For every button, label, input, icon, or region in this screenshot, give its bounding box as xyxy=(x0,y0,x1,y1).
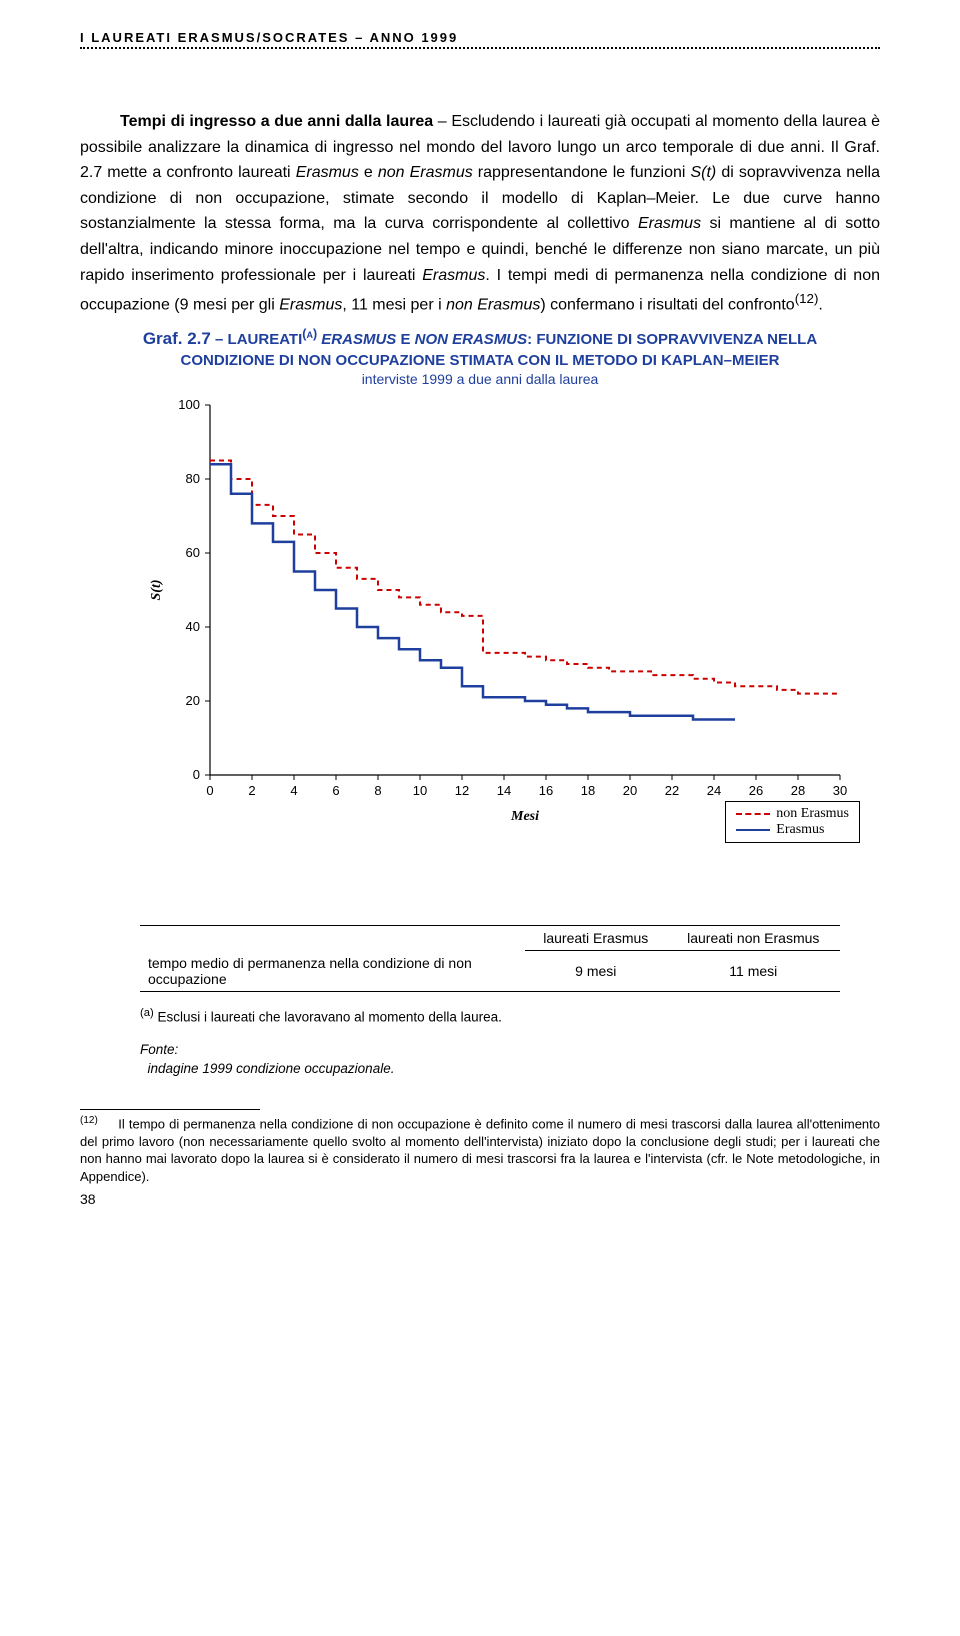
page: I LAUREATI ERASMUS/SOCRATES – ANNO 1999 … xyxy=(0,0,960,1237)
svg-text:18: 18 xyxy=(581,783,595,798)
chart-svg: 020406080100024681012141618202224262830S… xyxy=(140,395,860,835)
running-header: I LAUREATI ERASMUS/SOCRATES – ANNO 1999 xyxy=(80,30,880,45)
svg-text:6: 6 xyxy=(332,783,339,798)
svg-text:14: 14 xyxy=(497,783,511,798)
note-a: (a) Esclusi i laureati che lavoravano al… xyxy=(140,1006,840,1027)
svg-text:80: 80 xyxy=(186,471,200,486)
svg-text:24: 24 xyxy=(707,783,721,798)
svg-text:20: 20 xyxy=(623,783,637,798)
footnote-rule xyxy=(80,1109,260,1110)
fonte-text: indagine 1999 condizione occupazionale. xyxy=(148,1061,395,1076)
svg-text:20: 20 xyxy=(186,693,200,708)
legend-item-non-erasmus: non Erasmus xyxy=(736,806,849,822)
val-erasmus: 9 mesi xyxy=(525,951,667,992)
legend-label-erasmus: Erasmus xyxy=(776,822,824,838)
svg-text:40: 40 xyxy=(186,619,200,634)
svg-text:16: 16 xyxy=(539,783,553,798)
survival-chart: 020406080100024681012141618202224262830S… xyxy=(140,395,860,835)
svg-text:0: 0 xyxy=(193,767,200,782)
svg-text:28: 28 xyxy=(791,783,805,798)
svg-text:12: 12 xyxy=(455,783,469,798)
svg-text:2: 2 xyxy=(248,783,255,798)
chart-title-rest: – LAUREATI(a) ERASMUS E NON ERASMUS: FUN… xyxy=(181,331,818,369)
svg-text:26: 26 xyxy=(749,783,763,798)
chart-legend: non Erasmus Erasmus xyxy=(725,801,860,843)
chart-title: Graf. 2.7 – LAUREATI(a) ERASMUS E NON ER… xyxy=(120,326,840,371)
svg-text:0: 0 xyxy=(206,783,213,798)
page-number: 38 xyxy=(80,1191,880,1207)
body-paragraph: Tempi di ingresso a due anni dalla laure… xyxy=(80,109,880,318)
col-blank xyxy=(140,926,525,951)
footnote-12: (12) Il tempo di permanenza nella condiz… xyxy=(80,1114,880,1186)
row-label: tempo medio di permanenza nella condizio… xyxy=(140,951,525,992)
val-non-erasmus: 11 mesi xyxy=(667,951,840,992)
note-fonte: Fonte: indagine 1999 condizione occupazi… xyxy=(140,1041,840,1079)
svg-text:S(t): S(t) xyxy=(149,580,164,601)
chart-subtitle: interviste 1999 a due anni dalla laurea xyxy=(80,371,880,387)
svg-text:22: 22 xyxy=(665,783,679,798)
col-erasmus: laureati Erasmus xyxy=(525,926,667,951)
legend-label-non-erasmus: non Erasmus xyxy=(776,806,849,822)
legend-swatch-non-erasmus xyxy=(736,813,770,815)
svg-text:Mesi: Mesi xyxy=(510,809,539,824)
fonte-label: Fonte: xyxy=(140,1042,178,1057)
header-rule xyxy=(80,47,880,49)
svg-text:60: 60 xyxy=(186,545,200,560)
chart-title-lead: Graf. 2.7 xyxy=(143,329,211,348)
legend-item-erasmus: Erasmus xyxy=(736,822,849,838)
svg-text:8: 8 xyxy=(374,783,381,798)
summary-table: laureati Erasmus laureati non Erasmus te… xyxy=(140,925,840,992)
col-non-erasmus: laureati non Erasmus xyxy=(667,926,840,951)
svg-text:10: 10 xyxy=(413,783,427,798)
legend-swatch-erasmus xyxy=(736,829,770,831)
svg-text:100: 100 xyxy=(178,397,200,412)
svg-text:4: 4 xyxy=(290,783,297,798)
svg-text:30: 30 xyxy=(833,783,847,798)
